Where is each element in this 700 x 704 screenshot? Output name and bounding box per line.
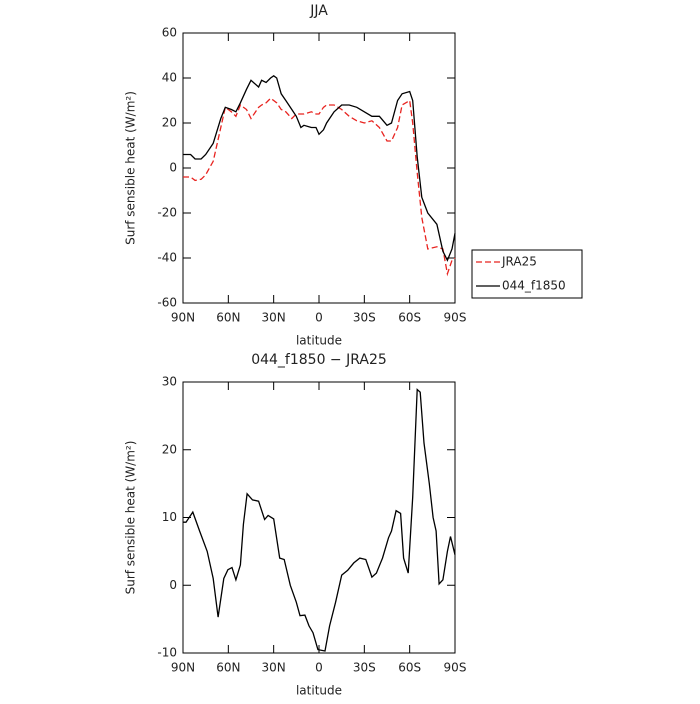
x-tick-label: 90S	[444, 661, 467, 675]
x-tick-label: 30N	[262, 311, 286, 325]
y-tick-label: 30	[162, 375, 177, 389]
x-tick-label: 30S	[353, 661, 376, 675]
x-tick-label: 30S	[353, 311, 376, 325]
x-tick-label: 60N	[216, 311, 240, 325]
x-tick-label: 60N	[216, 661, 240, 675]
legend-box	[471, 249, 583, 299]
x-tick-label: 90N	[171, 311, 195, 325]
y-tick-label: -40	[157, 251, 177, 265]
y-axis-label: Surf sensible heat (W/m²)	[124, 441, 138, 595]
x-axis-label: latitude	[296, 684, 342, 698]
x-tick-label: 0	[315, 311, 323, 325]
x-tick-label: 90S	[444, 311, 467, 325]
x-tick-label: 30N	[262, 661, 286, 675]
x-tick-label: 0	[315, 661, 323, 675]
y-tick-label: 20	[162, 116, 177, 130]
data-line	[183, 74, 456, 262]
y-tick-label: 10	[162, 510, 177, 524]
y-tick-label: 0	[169, 161, 177, 175]
y-axis-label: Surf sensible heat (W/m²)	[124, 91, 138, 245]
x-axis-label: latitude	[296, 334, 342, 348]
y-tick-label: 40	[162, 71, 177, 85]
plot-frame	[182, 381, 456, 654]
y-tick-label: 0	[169, 578, 177, 592]
chart-title: JJA	[309, 3, 328, 19]
x-tick-label: 90N	[171, 661, 195, 675]
y-tick-label: 20	[162, 442, 177, 456]
x-tick-label: 60S	[398, 661, 421, 675]
x-tick-label: 60S	[398, 311, 421, 325]
legend-label: 044_f1850	[502, 279, 566, 293]
plot-frame	[182, 32, 456, 304]
y-tick-label: -10	[157, 646, 177, 660]
y-tick-label: -60	[157, 296, 177, 310]
data-line	[183, 388, 456, 652]
legend-label: JRA25	[501, 255, 537, 269]
data-line	[183, 97, 456, 277]
chart-title: 044_f1850 − JRA25	[251, 352, 387, 368]
y-tick-label: -20	[157, 206, 177, 220]
y-tick-label: 60	[162, 26, 177, 40]
